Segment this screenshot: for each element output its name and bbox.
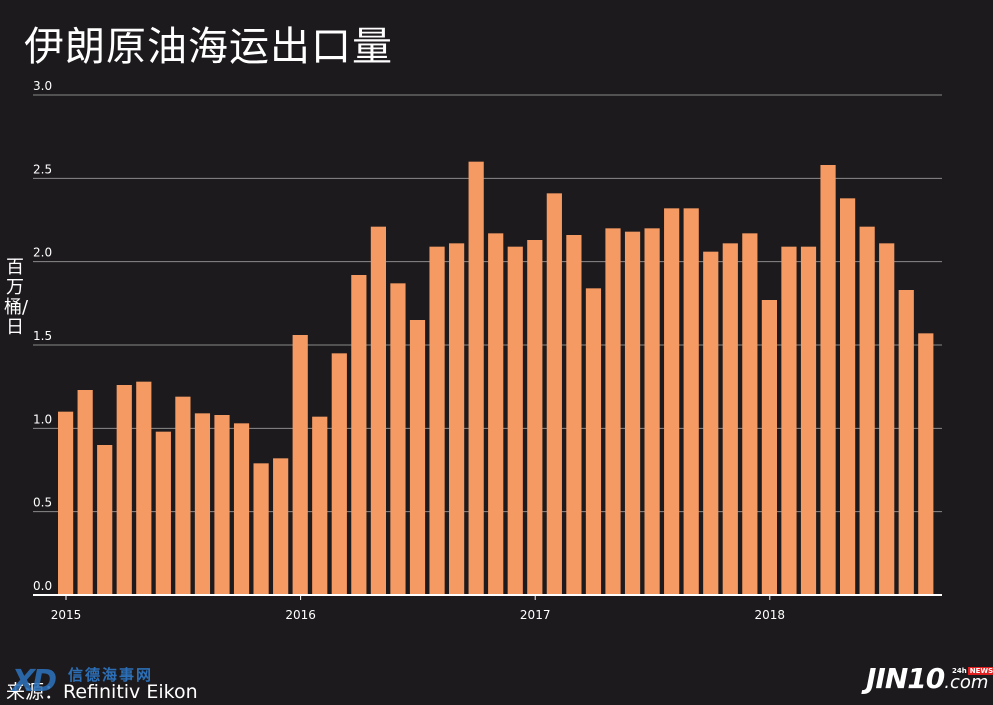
bar-2015-05 [136, 381, 152, 595]
bar-2018-08 [898, 290, 914, 595]
y-axis-label: 百万桶/日 [4, 257, 29, 338]
bar-2017-05 [605, 228, 621, 596]
bar-2017-09 [683, 208, 699, 596]
y-tick-label: 1.5 [33, 329, 52, 343]
bar-2016-04 [351, 275, 367, 595]
jin10-logo: JIN10.com 24h NEWS [866, 662, 993, 695]
watermark-xd-mark: XD [12, 664, 57, 699]
bar-2018-06 [859, 226, 875, 595]
bar-2016-02 [312, 416, 328, 595]
bar-2015-07 [175, 396, 191, 595]
watermark-xinde-text: 信德海事网 [68, 666, 154, 684]
source-note: 来源：Refinitiv Eikon [6, 681, 198, 703]
bar-2018-09 [918, 333, 934, 595]
y-tick-label: 0.5 [33, 496, 52, 510]
bar-2016-03 [331, 353, 347, 595]
y-tick-label: 1.0 [33, 412, 52, 426]
bar-2017-01 [527, 240, 543, 595]
x-tick-label: 2016 [285, 608, 316, 622]
bar-2016-08 [429, 246, 445, 595]
bar-2016-06 [390, 283, 406, 595]
bar-2017-03 [566, 235, 582, 595]
bar-2015-01 [58, 411, 74, 595]
bar-2017-02 [546, 193, 562, 596]
jin10-logo-domain: .com [944, 672, 989, 693]
bar-2016-01 [292, 335, 308, 595]
y-tick-label: 3.0 [33, 79, 52, 93]
bar-2016-07 [409, 320, 426, 595]
bar-2018-05 [840, 198, 856, 596]
bar-2015-12 [273, 458, 289, 595]
bar-2015-10 [233, 423, 250, 595]
jin10-logo-badge: 24h NEWS [952, 667, 993, 675]
bar-2016-12 [507, 246, 523, 595]
bar-2018-04 [820, 165, 836, 595]
y-tick-label: 2.0 [33, 246, 52, 260]
y-tick-label: 0.0 [33, 579, 52, 593]
x-tick-label: 2017 [520, 608, 551, 622]
bar-2017-06 [624, 231, 641, 595]
x-tick-label: 2018 [755, 608, 786, 622]
bar-2017-07 [644, 228, 660, 596]
bar-2015-02 [77, 390, 93, 595]
bar-2015-09 [214, 415, 230, 595]
chart-title: 伊朗原油海运出口量 [24, 24, 393, 70]
badge-24h: 24h [952, 667, 967, 675]
bar-2015-03 [97, 445, 113, 595]
bar-2015-08 [194, 413, 211, 595]
bar-2017-10 [703, 251, 719, 595]
bar-2018-02 [781, 246, 797, 595]
bar-2017-11 [722, 243, 738, 596]
bar-2018-03 [800, 246, 817, 595]
bar-2016-11 [488, 233, 504, 596]
bar-2015-04 [116, 385, 132, 595]
watermark-xinde: XD 信德海事网 [12, 664, 151, 699]
x-tick-label: 2015 [51, 608, 82, 622]
bar-2016-09 [449, 243, 465, 596]
bar-2017-04 [585, 288, 602, 595]
y-tick-label: 2.5 [33, 162, 52, 176]
jin10-logo-main: JIN10 [866, 662, 945, 695]
bar-2015-06 [155, 431, 171, 595]
bar-2015-11 [253, 463, 269, 595]
bar-2018-07 [879, 243, 895, 596]
badge-news: NEWS [967, 667, 993, 675]
bar-2016-10 [468, 161, 484, 595]
bar-2016-05 [370, 226, 386, 595]
bar-2017-08 [664, 208, 680, 596]
bar-2018-01 [761, 300, 777, 595]
bar-2017-12 [742, 233, 758, 596]
